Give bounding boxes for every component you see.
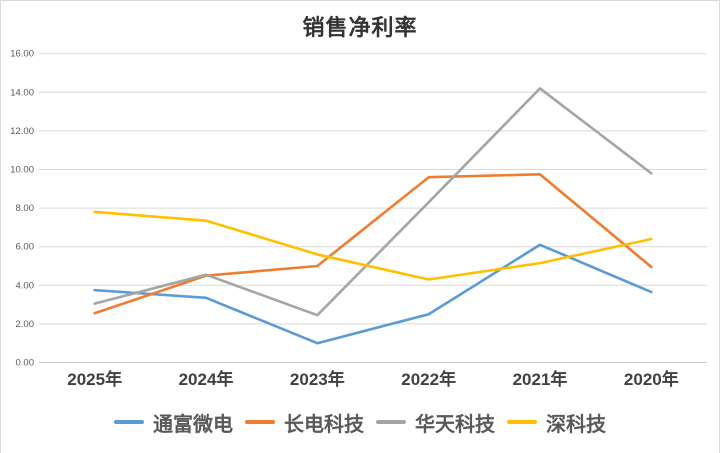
legend-label: 通富微电	[153, 411, 233, 436]
legend-item-深科技: 深科技	[507, 408, 606, 437]
legend-swatch-icon	[114, 420, 144, 424]
y-axis-tick-label: 6.00	[16, 242, 35, 253]
y-axis-tick-label: 0.00	[16, 358, 35, 369]
chart-title: 销售净利率	[302, 15, 418, 41]
y-axis-tick-label: 12.00	[10, 126, 34, 137]
chart-legend: 通富微电 长电科技 华天科技 深科技	[1, 401, 719, 443]
legend-label: 华天科技	[415, 411, 495, 436]
legend-item-通富微电: 通富微电	[114, 408, 233, 437]
x-axis-label: 2022年	[401, 369, 456, 389]
x-axis-label: 2024年	[179, 369, 234, 389]
x-axis-label: 2023年	[290, 369, 345, 389]
legend-swatch-icon	[376, 420, 406, 424]
legend-swatch-icon	[507, 420, 537, 424]
series-line-通富微电	[93, 243, 653, 345]
y-axis-tick-label: 10.00	[10, 165, 34, 176]
y-axis-tick-label: 14.00	[10, 87, 34, 98]
legend-item-长电科技: 长电科技	[245, 408, 364, 437]
legend-item-华天科技: 华天科技	[376, 408, 495, 437]
legend-label: 长电科技	[284, 411, 364, 436]
y-axis-tick-label: 8.00	[16, 203, 35, 214]
legend-label: 深科技	[546, 411, 606, 436]
series-line-长电科技	[93, 173, 653, 315]
series-line-华天科技	[93, 87, 653, 317]
legend-swatch-icon	[245, 420, 275, 424]
series-line-深科技	[93, 210, 653, 281]
y-axis-tick-label: 2.00	[16, 319, 35, 330]
y-axis-tick-label: 4.00	[16, 280, 35, 291]
x-axis-label: 2025年	[67, 369, 122, 389]
x-axis-label: 2020年	[624, 369, 679, 389]
y-axis-tick-label: 16.00	[10, 49, 34, 60]
x-axis-label: 2021年	[513, 369, 568, 389]
